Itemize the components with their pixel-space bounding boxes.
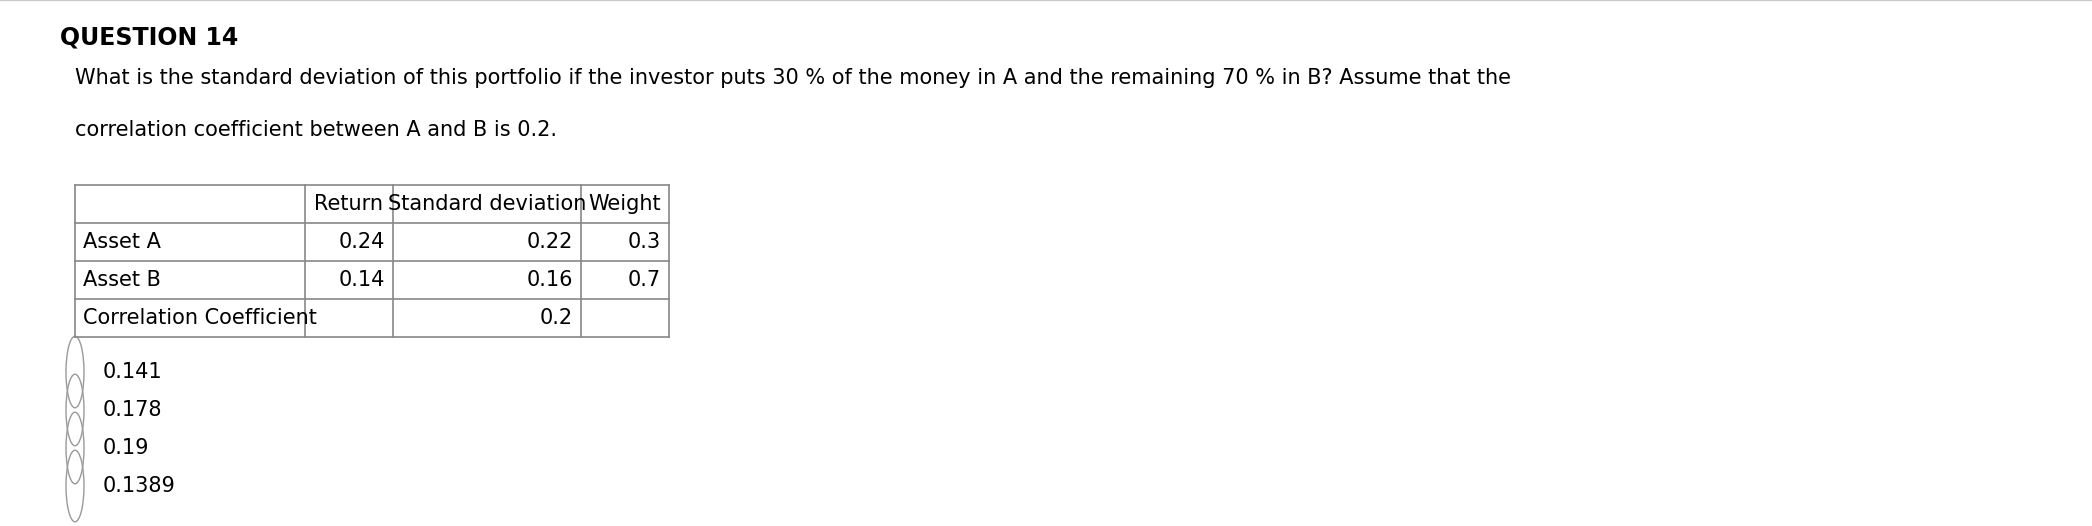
Text: QUESTION 14: QUESTION 14	[61, 26, 238, 50]
Text: 0.22: 0.22	[527, 232, 573, 252]
Text: 0.24: 0.24	[339, 232, 385, 252]
Text: 0.1389: 0.1389	[103, 476, 176, 496]
Text: 0.178: 0.178	[103, 400, 163, 420]
Text: What is the standard deviation of this portfolio if the investor puts 30 % of th: What is the standard deviation of this p…	[75, 68, 1510, 88]
Text: 0.2: 0.2	[540, 308, 573, 328]
Text: 0.7: 0.7	[628, 270, 661, 290]
Text: Correlation Coefficient: Correlation Coefficient	[84, 308, 316, 328]
Text: 0.14: 0.14	[339, 270, 385, 290]
Text: Standard deviation: Standard deviation	[387, 194, 586, 214]
Text: Asset A: Asset A	[84, 232, 161, 252]
Text: 0.16: 0.16	[527, 270, 573, 290]
Text: Weight: Weight	[588, 194, 661, 214]
Text: correlation coefficient between A and B is 0.2.: correlation coefficient between A and B …	[75, 120, 556, 140]
Text: 0.3: 0.3	[628, 232, 661, 252]
Text: Asset B: Asset B	[84, 270, 161, 290]
Text: Return: Return	[314, 194, 383, 214]
Text: 0.141: 0.141	[103, 362, 163, 382]
Text: 0.19: 0.19	[103, 438, 149, 458]
